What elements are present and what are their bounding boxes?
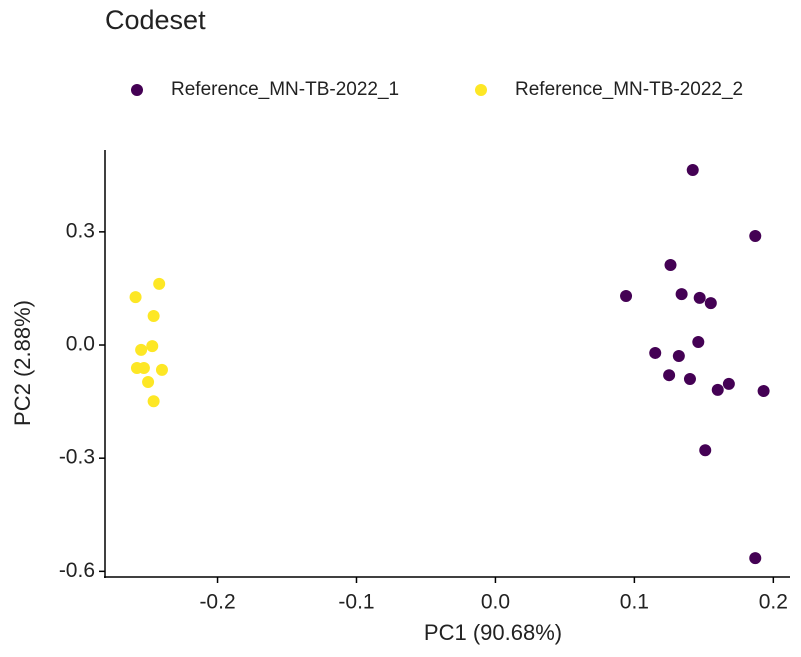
legend-marker	[475, 84, 487, 96]
data-point	[722, 377, 735, 390]
y-tick-label: -0.3	[59, 446, 95, 469]
data-point	[663, 369, 676, 382]
data-point	[693, 291, 706, 304]
data-point	[672, 349, 685, 362]
data-point	[686, 163, 699, 176]
legend-label: Reference_MN-TB-2022_1	[171, 79, 399, 100]
y-tick-label: -0.6	[59, 559, 95, 582]
data-point	[699, 444, 712, 457]
data-point	[135, 343, 148, 356]
x-tick-label: 0.2	[759, 591, 788, 614]
y-tick-label: 0.0	[66, 333, 95, 356]
x-tick-label: 0.1	[620, 591, 649, 614]
data-point	[749, 552, 762, 565]
data-point	[675, 288, 688, 301]
x-axis-title: PC1 (90.68%)	[424, 620, 562, 645]
data-point	[146, 340, 159, 353]
data-point	[153, 277, 166, 290]
data-point	[155, 363, 168, 376]
y-axis-title: PC2 (2.88%)	[10, 300, 35, 426]
legend-label: Reference_MN-TB-2022_2	[515, 79, 743, 100]
data-point	[692, 335, 705, 348]
data-point	[649, 346, 662, 359]
data-point	[129, 291, 142, 304]
data-point	[147, 395, 160, 408]
data-point	[749, 230, 762, 243]
x-tick-label: -0.1	[338, 591, 374, 614]
data-point	[683, 372, 696, 385]
y-tick-label: 0.3	[66, 219, 95, 242]
legend-marker	[131, 84, 143, 96]
data-point	[620, 289, 633, 302]
data-point	[711, 383, 724, 396]
data-point	[664, 259, 677, 272]
data-point	[704, 297, 717, 310]
data-point	[142, 375, 155, 388]
chart-title: Codeset	[105, 5, 206, 35]
data-point	[757, 385, 770, 398]
data-point	[137, 362, 150, 375]
x-tick-label: -0.2	[199, 591, 235, 614]
x-tick-label: 0.0	[481, 591, 510, 614]
data-point	[147, 309, 160, 322]
